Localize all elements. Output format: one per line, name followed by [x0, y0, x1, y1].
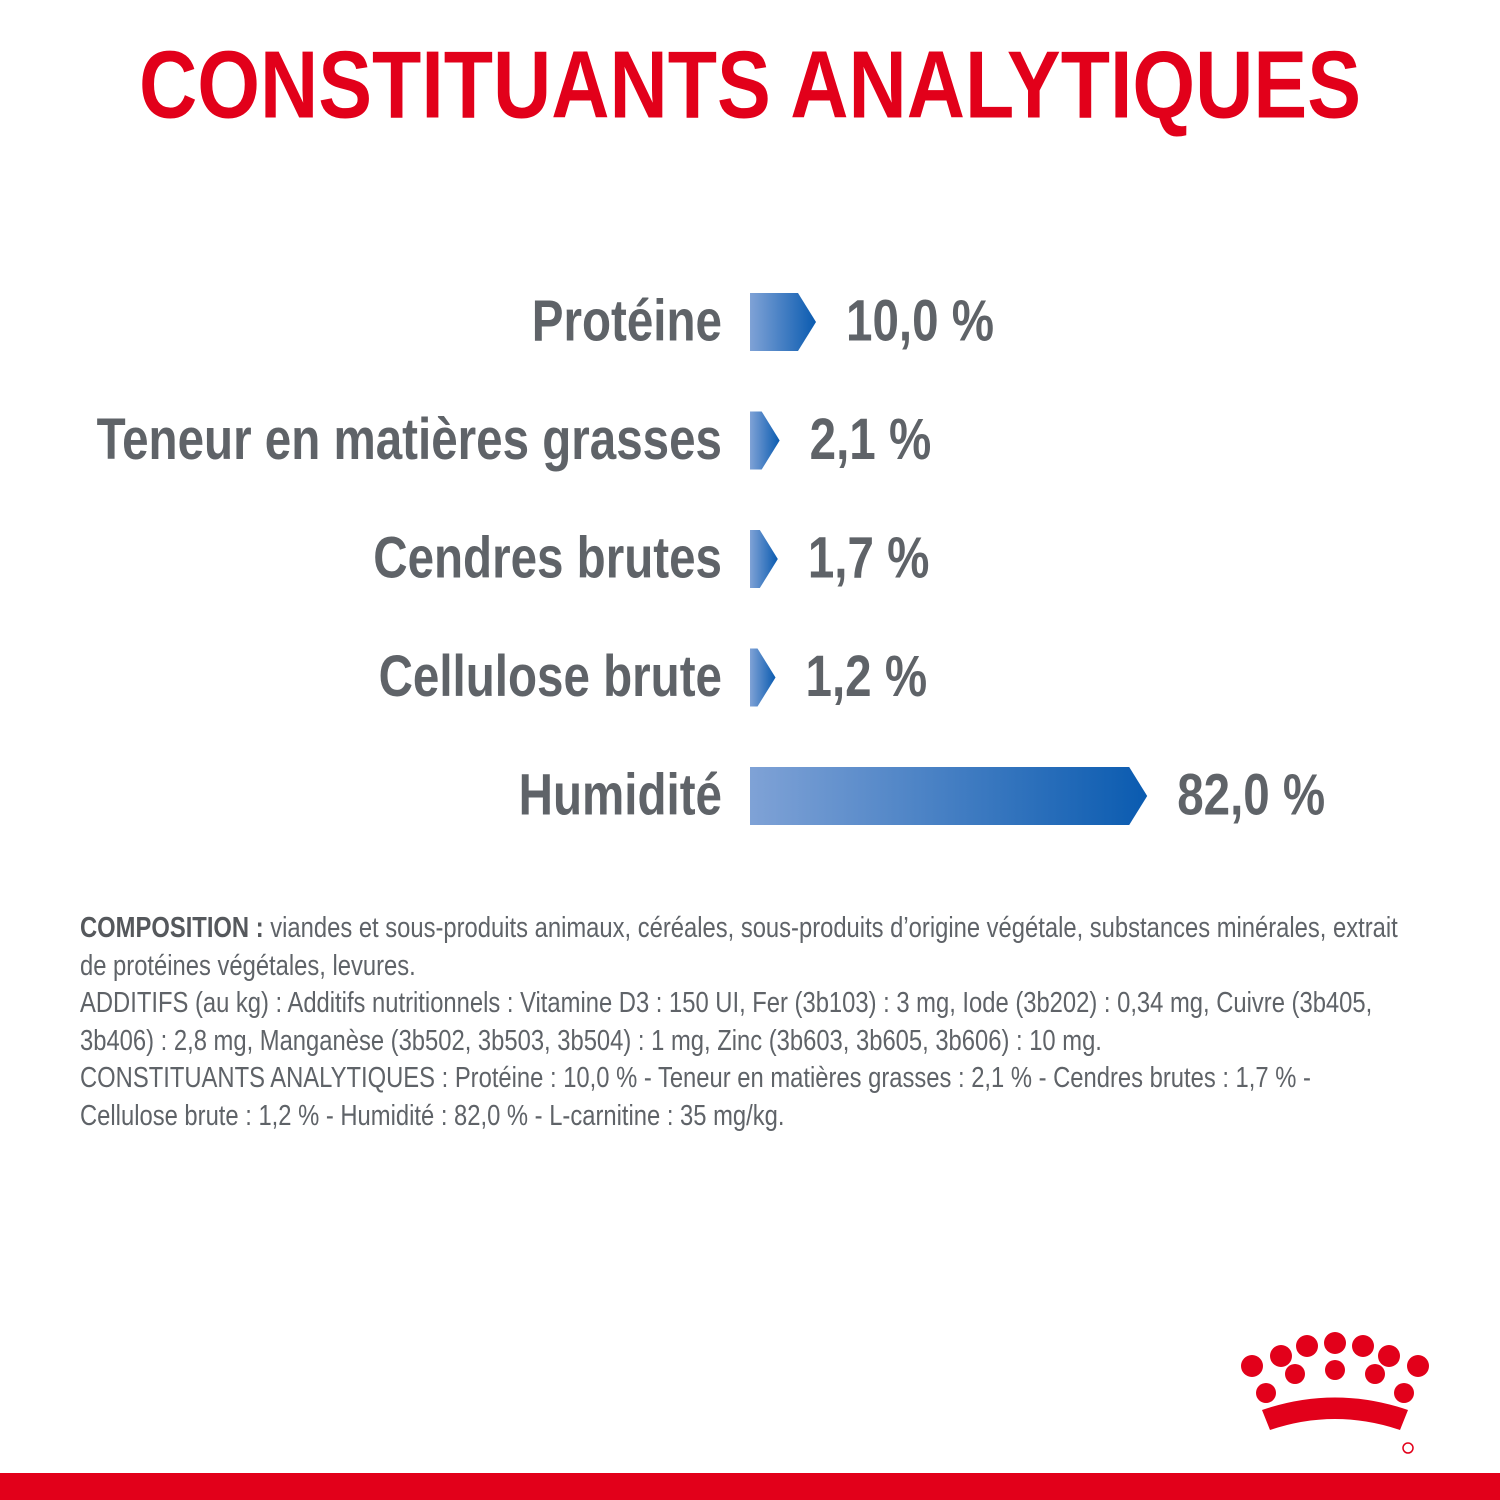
category-label: Cellulose brute: [379, 644, 722, 709]
composition-paragraph: COMPOSITION : viandes et sous-produits a…: [80, 910, 1410, 985]
composition: COMPOSITION : viandes et sous-produits a…: [80, 910, 1410, 1135]
value-label-group: 1,7 %: [808, 526, 930, 591]
composition-label: COMPOSITION :: [80, 912, 264, 944]
value-label-group: 10,0 %: [846, 289, 994, 354]
bar: [750, 293, 816, 351]
category-label: Protéine: [532, 289, 722, 354]
bar: [750, 411, 780, 470]
category-label: Humidité: [519, 763, 722, 828]
plot: Protéine Teneur en matières grasses Cendre…: [97, 289, 1326, 828]
category-label: Teneur en matières grasses: [97, 407, 722, 472]
logo: [1241, 1332, 1429, 1454]
value-label-group: 2,1 %: [810, 407, 932, 472]
value-label: 2,1 %: [810, 407, 932, 472]
value-label: 82,0 %: [1177, 763, 1325, 828]
value-label-group: 1,2 %: [806, 644, 928, 709]
bar: [750, 767, 1148, 825]
value-label: 1,2 %: [806, 644, 928, 709]
category-labels: Protéine Teneur en matières grasses Cendre…: [97, 289, 722, 828]
value-label-group: 82,0 %: [1177, 763, 1325, 828]
additives-text: ADDITIFS (au kg) : Additifs nutritionnel…: [80, 987, 1373, 1057]
analytical-text: CONSTITUANTS ANALYTIQUES : Protéine : 10…: [80, 1062, 1311, 1132]
composition-text: viandes et sous-produits animaux, céréal…: [80, 912, 1398, 982]
footer-stripe: [0, 1473, 1500, 1500]
value-label: 10,0 %: [846, 289, 994, 354]
value-label: 1,7 %: [808, 526, 930, 591]
bar: [750, 648, 776, 707]
chart-title: CONSTITUANTS ANALYTIQUES: [139, 31, 1361, 138]
category-label: Cendres brutes: [373, 526, 722, 591]
bar: [750, 530, 778, 588]
